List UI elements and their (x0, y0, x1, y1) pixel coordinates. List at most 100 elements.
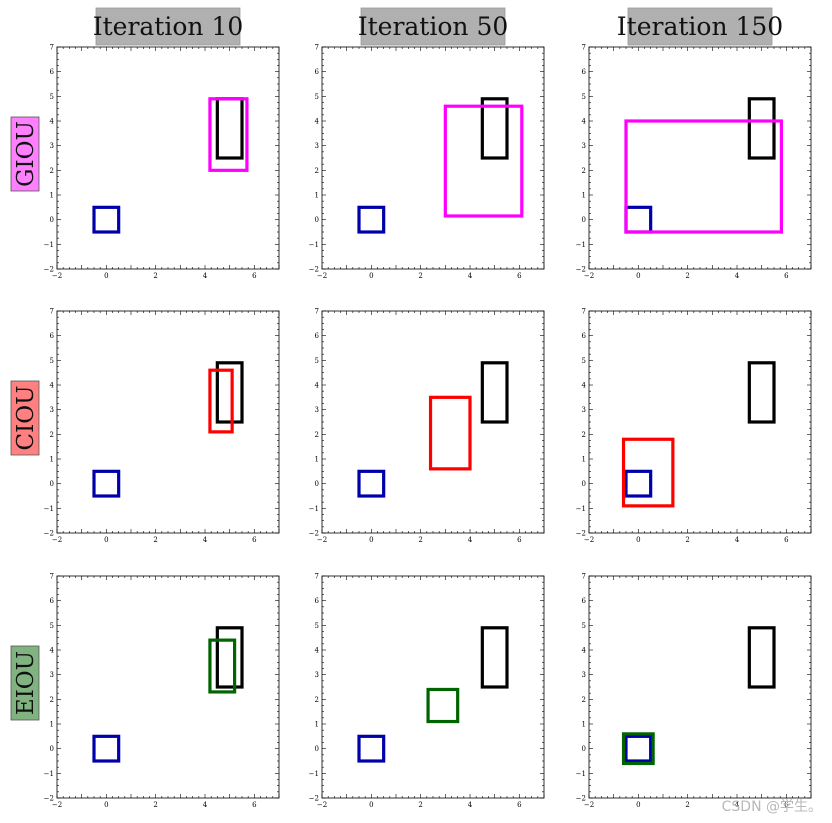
axes-frame (588, 46, 812, 270)
y-tick-label: 6 (315, 68, 320, 76)
row-label: GIOU (10, 116, 40, 192)
y-tick-label: 1 (50, 721, 54, 729)
row-label-bg (10, 116, 40, 192)
y-tick-label: 5 (315, 357, 319, 365)
axes-frame (321, 310, 545, 534)
y-tick-label: 3 (50, 142, 54, 150)
subplot: −2 0 2 4 6 −2 −1 0 1 2 3 4 5 6 7 (576, 308, 812, 544)
y-tick-label: 1 (582, 192, 586, 200)
x-tick-label: 6 (517, 801, 522, 809)
x-tick-label: −2 (584, 272, 594, 280)
x-tick-label: 4 (203, 536, 208, 544)
x-tick-label: 6 (252, 536, 257, 544)
subplot: −2 0 2 4 6 −2 −1 0 1 2 3 4 5 6 7 (44, 573, 280, 809)
y-tick-label: −1 (44, 241, 54, 249)
x-tick-label: 2 (418, 536, 422, 544)
y-tick-label: 4 (582, 382, 587, 390)
y-tick-label: 1 (315, 721, 319, 729)
y-tick-label: 0 (582, 216, 586, 224)
x-tick-label: 0 (369, 272, 373, 280)
subplot: −2 0 2 4 6 −2 −1 0 1 2 3 4 5 6 7 (309, 573, 545, 809)
y-tick-label: 7 (315, 44, 319, 52)
y-tick-label: 7 (582, 44, 586, 52)
y-tick-label: 5 (582, 93, 586, 101)
y-tick-label: 0 (50, 745, 54, 753)
y-tick-label: 5 (50, 93, 54, 101)
y-tick-label: 3 (582, 671, 586, 679)
x-tick-label: 4 (203, 272, 208, 280)
y-tick-label: 2 (582, 696, 586, 704)
y-tick-label: 3 (582, 142, 586, 150)
y-tick-label: −1 (576, 505, 586, 513)
y-tick-label: 3 (315, 406, 319, 414)
x-tick-label: 2 (418, 801, 422, 809)
subplot: −2 0 2 4 6 −2 −1 0 1 2 3 4 5 6 7 (44, 308, 280, 544)
y-tick-label: 4 (50, 647, 55, 655)
x-tick-label: 4 (468, 272, 473, 280)
predicted-box (208, 368, 234, 434)
subplot: −2 0 2 4 6 −2 −1 0 1 2 3 4 5 6 7 (576, 44, 812, 280)
y-tick-label: 2 (50, 167, 54, 175)
axes-frame (321, 575, 545, 799)
anchor-box (92, 734, 121, 763)
target-box (480, 97, 509, 160)
predicted-box (428, 395, 472, 471)
y-tick-label: 0 (315, 745, 319, 753)
y-tick-label: 3 (315, 142, 319, 150)
y-tick-label: 1 (315, 456, 319, 464)
column-title: Iteration 10 (93, 7, 243, 46)
y-tick-label: 4 (50, 118, 55, 126)
y-tick-label: 1 (582, 456, 586, 464)
target-box (747, 97, 776, 160)
row-label-bg (10, 645, 40, 721)
predicted-box (621, 732, 655, 766)
x-tick-label: 6 (784, 801, 789, 809)
y-tick-label: 2 (315, 696, 319, 704)
x-tick-label: −2 (584, 801, 594, 809)
x-tick-label: 4 (468, 801, 473, 809)
y-tick-label: 2 (582, 167, 586, 175)
x-tick-label: 4 (735, 272, 740, 280)
predicted-box (624, 119, 783, 234)
predicted-box (443, 104, 524, 218)
y-tick-label: 6 (50, 332, 55, 340)
x-tick-label: 0 (636, 536, 640, 544)
column-title-text: Iteration 50 (358, 12, 509, 41)
x-tick-label: −2 (317, 801, 327, 809)
column-title-bg (95, 7, 241, 46)
anchor-box (624, 734, 653, 763)
y-tick-label: 0 (582, 480, 586, 488)
x-tick-label: −2 (52, 272, 62, 280)
x-tick-label: −2 (317, 272, 327, 280)
y-tick-label: 5 (50, 357, 54, 365)
y-tick-label: 1 (315, 192, 319, 200)
y-tick-label: 3 (50, 671, 54, 679)
x-tick-label: 4 (468, 536, 473, 544)
y-tick-label: 3 (50, 406, 54, 414)
y-tick-label: −2 (309, 530, 319, 538)
column-title-bg (627, 7, 773, 46)
x-tick-label: 2 (153, 272, 157, 280)
watermark: CSDN @学生。 (722, 799, 822, 815)
row-label: EIOU (10, 645, 40, 721)
y-tick-label: 2 (315, 167, 319, 175)
y-tick-label: 3 (315, 671, 319, 679)
row-label-text: GIOU (13, 121, 39, 187)
target-box (747, 626, 776, 689)
predicted-box (208, 638, 237, 694)
y-tick-label: 0 (582, 745, 586, 753)
y-tick-label: 7 (50, 44, 54, 52)
x-tick-label: −2 (584, 536, 594, 544)
y-tick-label: 0 (50, 480, 54, 488)
y-tick-label: −2 (44, 266, 54, 274)
y-tick-label: 7 (582, 573, 586, 581)
y-tick-label: 1 (50, 192, 54, 200)
y-tick-label: −1 (309, 241, 319, 249)
row-label-bg (10, 380, 40, 456)
x-tick-label: 0 (369, 536, 373, 544)
y-tick-label: −2 (576, 530, 586, 538)
subplot: −2 0 2 4 6 −2 −1 0 1 2 3 4 5 6 7 (576, 573, 812, 809)
x-tick-label: 6 (784, 272, 789, 280)
y-tick-label: −2 (576, 795, 586, 803)
